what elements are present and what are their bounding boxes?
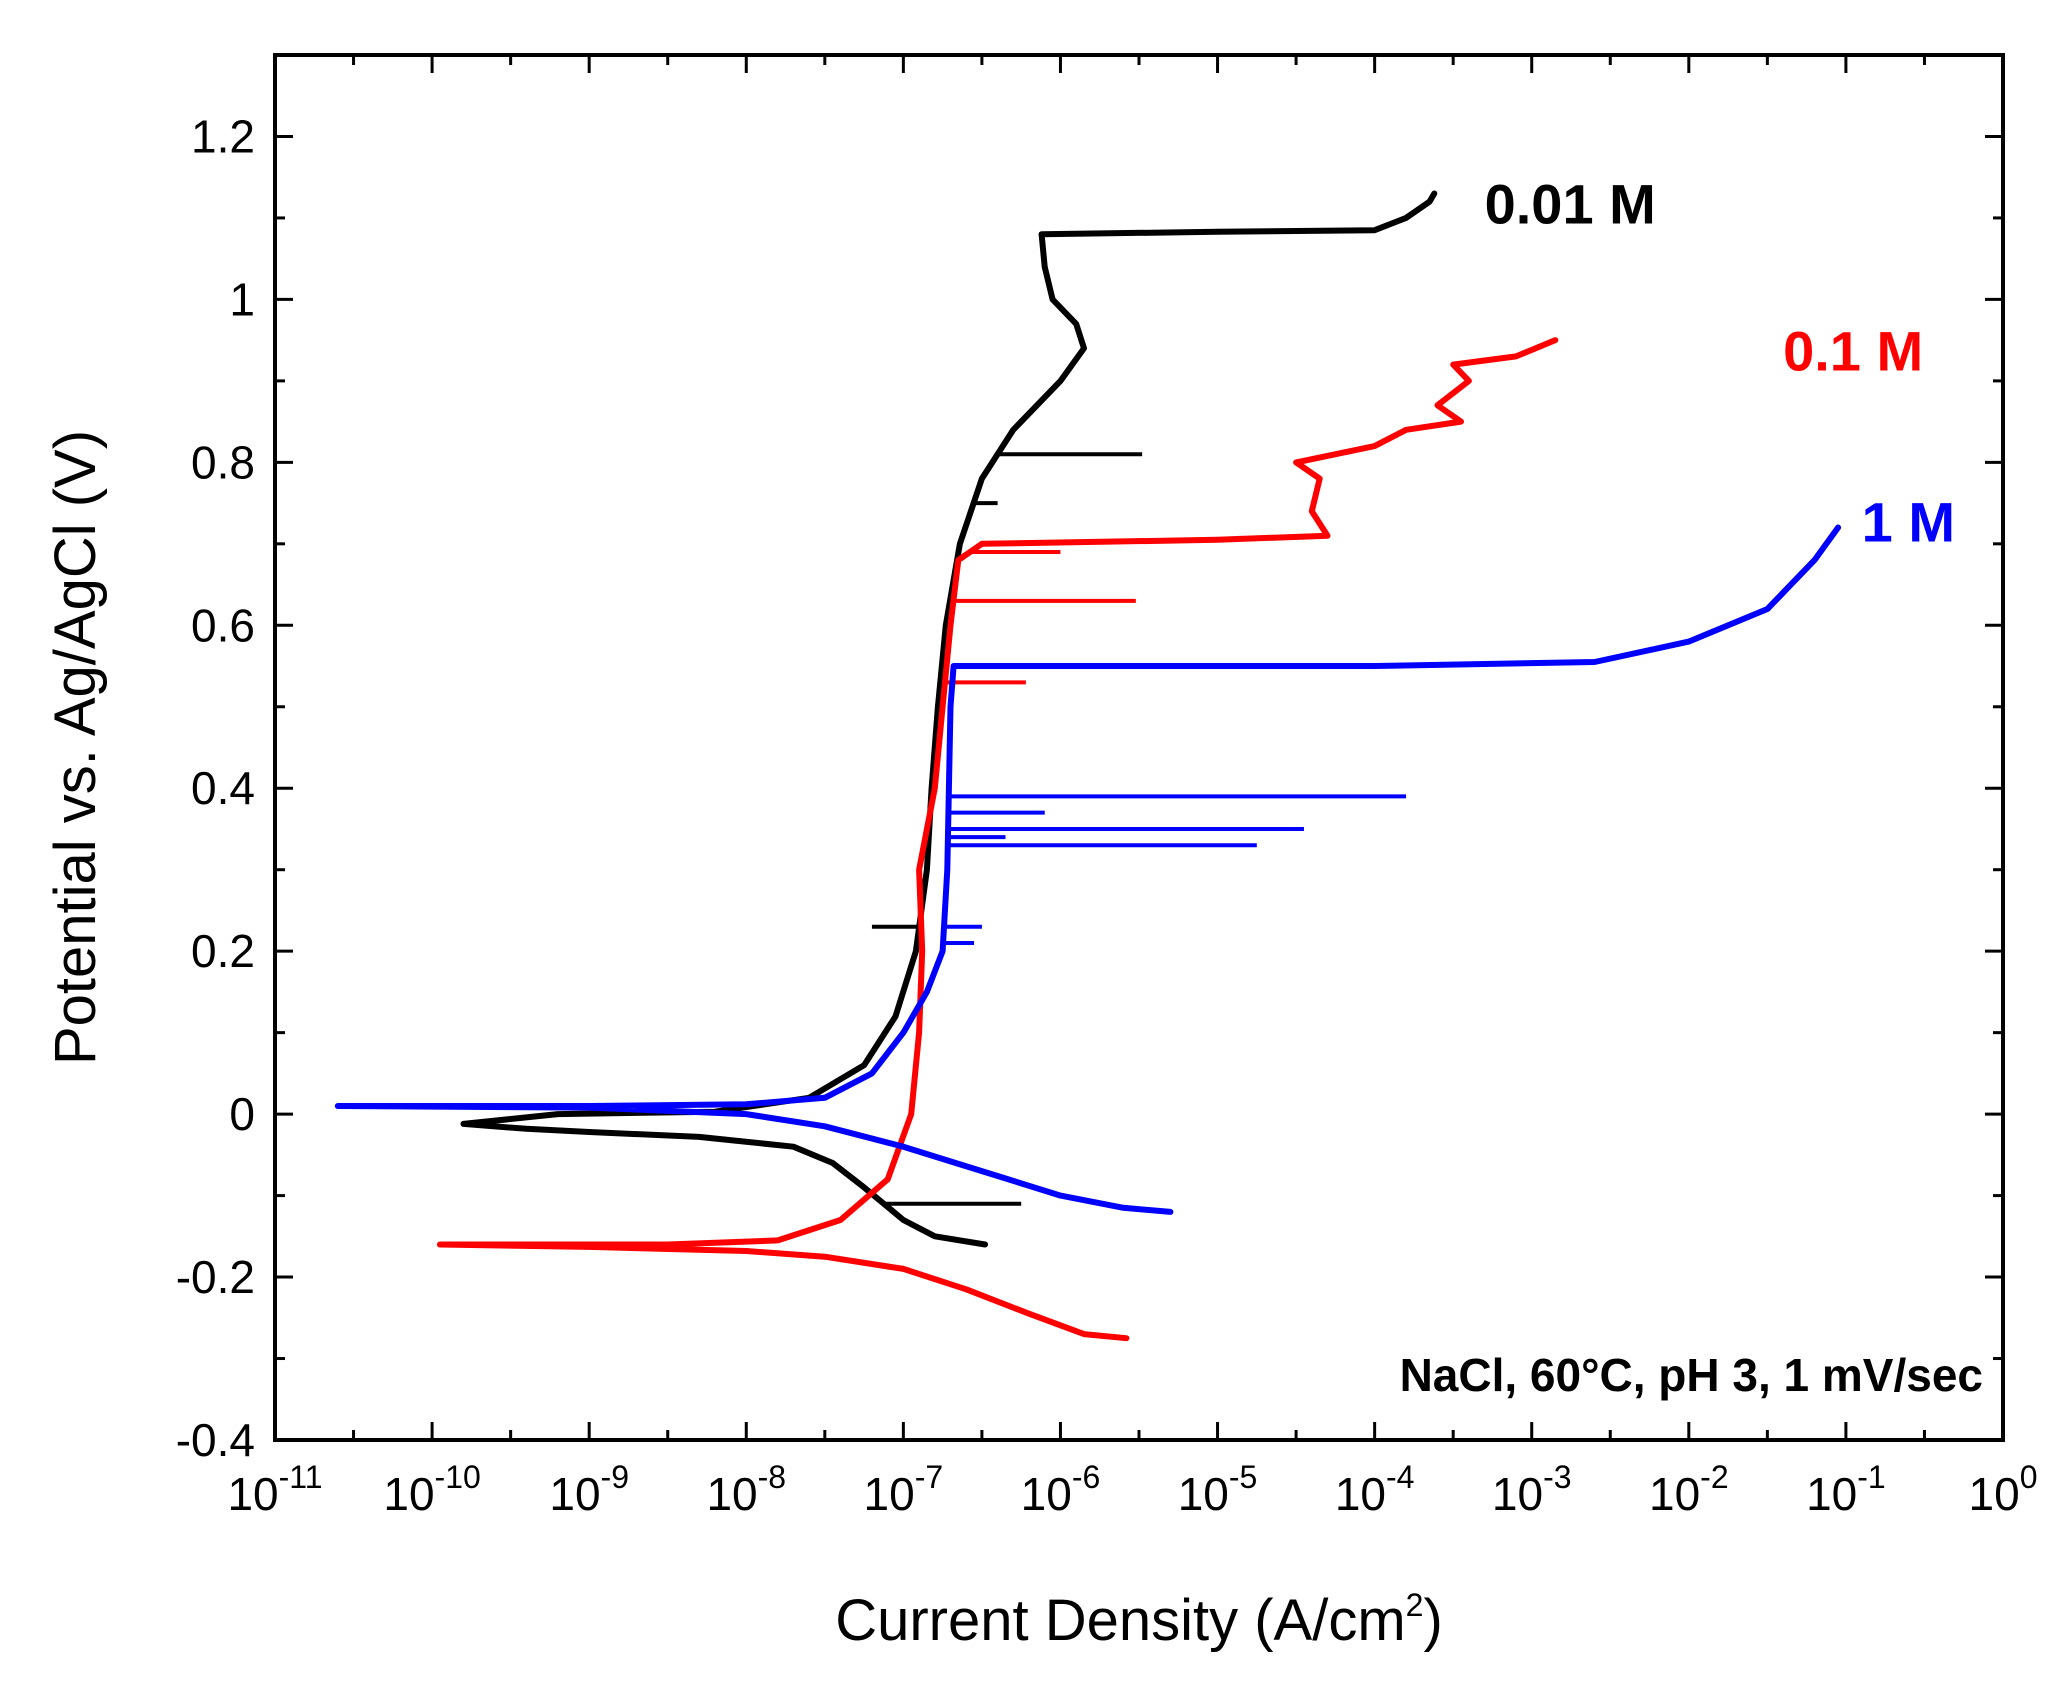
y-tick-label: 1.2 <box>191 110 255 162</box>
y-tick-label: 0.6 <box>191 599 255 651</box>
plot-frame <box>273 53 2005 1442</box>
x-tick-label: 10-3 <box>1492 1459 1572 1520</box>
y-axis-title: Potential vs. Ag/AgCl (V) <box>43 430 108 1065</box>
series-layer <box>334 190 1842 1342</box>
series-line-0-1-m <box>436 337 1559 1342</box>
y-tick-label: 0 <box>229 1088 255 1140</box>
x-tick-label: 10-2 <box>1649 1459 1729 1520</box>
series-line-1-m <box>334 524 1842 1215</box>
x-tick-label: 10-10 <box>383 1459 480 1520</box>
x-tick-label: 100 <box>1969 1459 2038 1520</box>
conditions-annotation: NaCl, 60°C, pH 3, 1 mV/sec <box>1400 1349 1983 1401</box>
x-tick-label: 10-7 <box>864 1459 944 1520</box>
y-tick-label: -0.4 <box>176 1414 255 1466</box>
x-tick-label: 10-9 <box>549 1459 629 1520</box>
x-axis-title-sup: 2 <box>1406 1587 1424 1623</box>
x-tick-label: 10-8 <box>706 1459 786 1520</box>
x-tick-label: 10-11 <box>227 1459 322 1520</box>
y-tick-label: -0.2 <box>176 1251 255 1303</box>
x-tick-label: 10-4 <box>1335 1459 1415 1520</box>
y-tick-label: 0.8 <box>191 436 255 488</box>
x-tick-label: 10-6 <box>1021 1459 1101 1520</box>
ticks-layer <box>273 53 2005 1442</box>
series-label-0-01-m: 0.01 M <box>1485 173 1656 236</box>
labels-layer: 10-11 10-10 10-9 10-8 10-7 10-6 10-5 10-4 10-3 10… <box>176 110 2038 1520</box>
x-axis-title-main: Current Density (A/cm <box>835 1588 1405 1653</box>
y-tick-label: 1 <box>229 273 255 325</box>
y-tick-label: 0.4 <box>191 762 255 814</box>
x-axis-title-close: ) <box>1423 1588 1442 1653</box>
series-label-0-1-m: 0.1 M <box>1783 319 1923 382</box>
x-tick-label: 10-5 <box>1178 1459 1258 1520</box>
x-axis-title: Current Density (A/cm2) <box>835 1587 1443 1653</box>
series-label-1-m: 1 M <box>1862 490 1955 553</box>
y-tick-label: 0.2 <box>191 925 255 977</box>
x-tick-label: 10-1 <box>1806 1459 1886 1520</box>
